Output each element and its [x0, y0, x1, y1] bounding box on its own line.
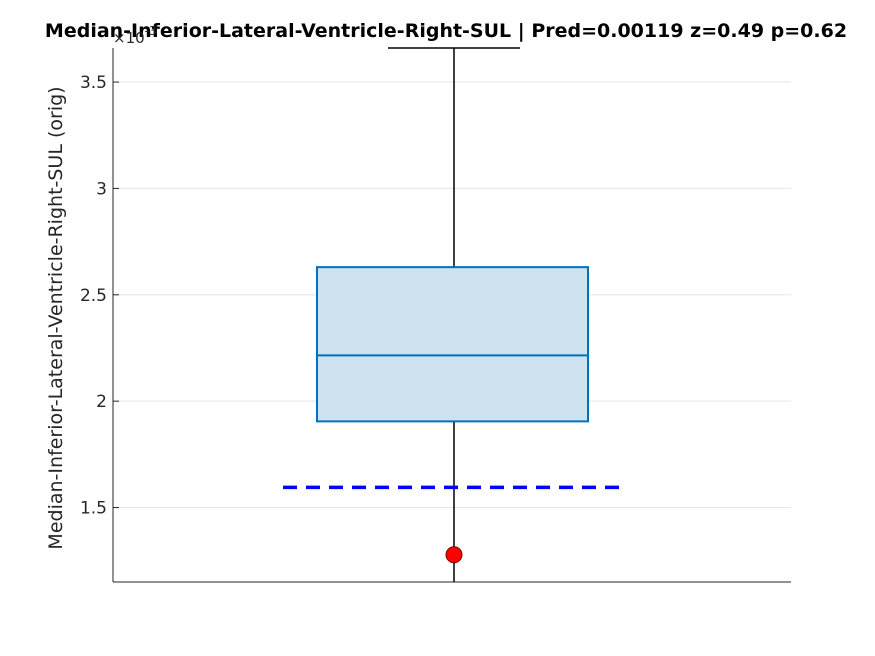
iqr-box [316, 266, 589, 423]
y-tick-label: 2.5 [80, 286, 107, 306]
y-tick-label: 3 [96, 179, 107, 199]
y-multiplier-exponent: -3 [145, 24, 157, 38]
plot-area [283, 47, 624, 582]
chart-title: Median-Inferior-Lateral-Ventricle-Right-… [45, 20, 847, 42]
axes [112, 48, 791, 583]
y-tick-label: 2 [96, 392, 107, 412]
prediction-marker [445, 546, 463, 564]
y-ticks: 1.5 2 2.5 3 3.5 [80, 73, 119, 519]
y-tick-label: 1.5 [80, 499, 107, 519]
y-tick-label: 3.5 [80, 73, 107, 93]
y-axis-multiplier: ×10-3 [113, 24, 157, 47]
y-axis-label: Median-Inferior-Lateral-Ventricle-Right-… [45, 86, 67, 549]
y-multiplier-base: ×10 [113, 29, 145, 47]
